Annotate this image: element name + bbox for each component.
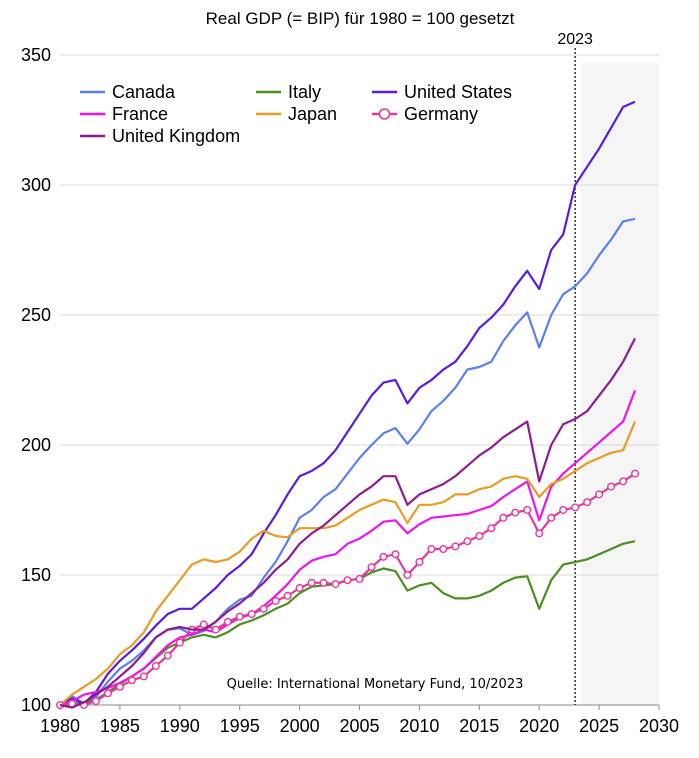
legend-item: United States: [372, 82, 512, 102]
data-point: [127, 676, 136, 685]
data-point: [283, 591, 292, 600]
x-tick-label: 2025: [579, 716, 619, 736]
x-tick-label: 2015: [459, 716, 499, 736]
data-point: [523, 506, 532, 515]
y-tick-label: 150: [21, 565, 51, 585]
x-tick-label: 2005: [339, 716, 379, 736]
data-point: [391, 550, 400, 559]
legend-label: France: [112, 104, 168, 124]
series-united-kingdom: [59, 337, 636, 709]
y-axis-ticks: 100 150 200 250 300 350: [21, 45, 51, 715]
series-france: [59, 390, 637, 707]
chart-title: Real GDP (= BIP) für 1980 = 100 gesetzt: [206, 9, 515, 28]
data-point: [355, 574, 364, 583]
data-point: [631, 469, 640, 478]
data-point: [103, 689, 112, 698]
legend-item: Canada: [80, 82, 176, 102]
data-point: [343, 576, 352, 585]
data-point: [379, 552, 388, 561]
data-point: [499, 513, 508, 522]
legend-item: Germany: [372, 104, 478, 124]
data-point: [511, 508, 520, 517]
series-germany: [56, 469, 640, 710]
data-point: [211, 625, 220, 634]
legend-label: Canada: [112, 82, 176, 102]
data-point: [319, 578, 328, 587]
data-point: [223, 617, 232, 626]
series-line: [59, 337, 636, 709]
y-tick-label: 100: [21, 695, 51, 715]
data-point: [163, 651, 172, 660]
grid-lines: [60, 54, 659, 706]
data-point: [607, 482, 616, 491]
data-point: [547, 513, 556, 522]
x-tick-label: 1985: [100, 716, 140, 736]
data-point: [151, 662, 160, 671]
data-point: [595, 490, 604, 499]
data-point: [247, 610, 256, 619]
data-point: [295, 584, 304, 593]
series-line: [59, 217, 636, 706]
legend-item: Italy: [256, 82, 321, 102]
data-point: [91, 697, 100, 706]
data-point: [559, 506, 568, 515]
data-point: [439, 545, 448, 554]
data-point: [199, 620, 208, 629]
series-japan: [59, 421, 637, 706]
y-tick-label: 250: [21, 305, 51, 325]
forecast-shaded-region: [581, 63, 659, 705]
x-tick-label: 2020: [519, 716, 559, 736]
x-tick-label: 2000: [280, 716, 320, 736]
legend-label: Japan: [288, 104, 337, 124]
legend-label: United States: [404, 82, 512, 102]
series-united-states: [59, 100, 636, 706]
x-tick-label: 2010: [399, 716, 439, 736]
data-point: [403, 571, 412, 580]
data-point: [427, 545, 436, 554]
legend: Canada Italy United States France Japan Germa…: [80, 82, 512, 146]
series-line: [59, 100, 636, 706]
data-point: [307, 578, 316, 587]
legend-item: United Kingdom: [80, 126, 240, 146]
data-point: [583, 498, 592, 507]
data-point: [475, 532, 484, 541]
legend-label: Germany: [404, 104, 478, 124]
data-point: [235, 612, 244, 621]
y-tick-label: 200: [21, 435, 51, 455]
data-point: [415, 558, 424, 567]
forecast-marker-label: 2023: [557, 31, 593, 48]
series-line: [59, 472, 636, 707]
x-axis-ticks: 1980 1985 1990 1995 2000 2005 2010 2015 2020 2025…: [40, 704, 679, 736]
data-point: [259, 604, 268, 613]
legend-item: Japan: [256, 104, 337, 124]
series-lines: [56, 100, 640, 710]
data-point: [331, 580, 340, 589]
data-point: [115, 682, 124, 691]
x-tick-label: 2030: [639, 716, 679, 736]
series-line: [59, 421, 637, 706]
legend-marker: [378, 108, 391, 120]
data-point: [535, 529, 544, 538]
legend-label: United Kingdom: [112, 126, 240, 146]
data-point: [367, 563, 376, 572]
x-tick-label: 1995: [220, 716, 260, 736]
data-point: [571, 503, 580, 512]
legend-item: France: [80, 104, 168, 124]
data-point: [463, 537, 472, 546]
y-tick-label: 350: [21, 45, 51, 65]
y-tick-label: 300: [21, 175, 51, 195]
x-tick-label: 1990: [160, 716, 200, 736]
series-line: [59, 390, 637, 707]
data-point: [139, 672, 148, 681]
data-point: [451, 542, 460, 551]
series-canada: [59, 217, 636, 706]
data-point: [487, 524, 496, 533]
x-tick-label: 1980: [40, 716, 80, 736]
data-point: [619, 477, 628, 486]
legend-label: Italy: [288, 82, 321, 102]
data-point: [271, 597, 280, 606]
data-point: [175, 638, 184, 647]
chart-source: Quelle: International Monetary Fund, 10/…: [227, 677, 524, 692]
